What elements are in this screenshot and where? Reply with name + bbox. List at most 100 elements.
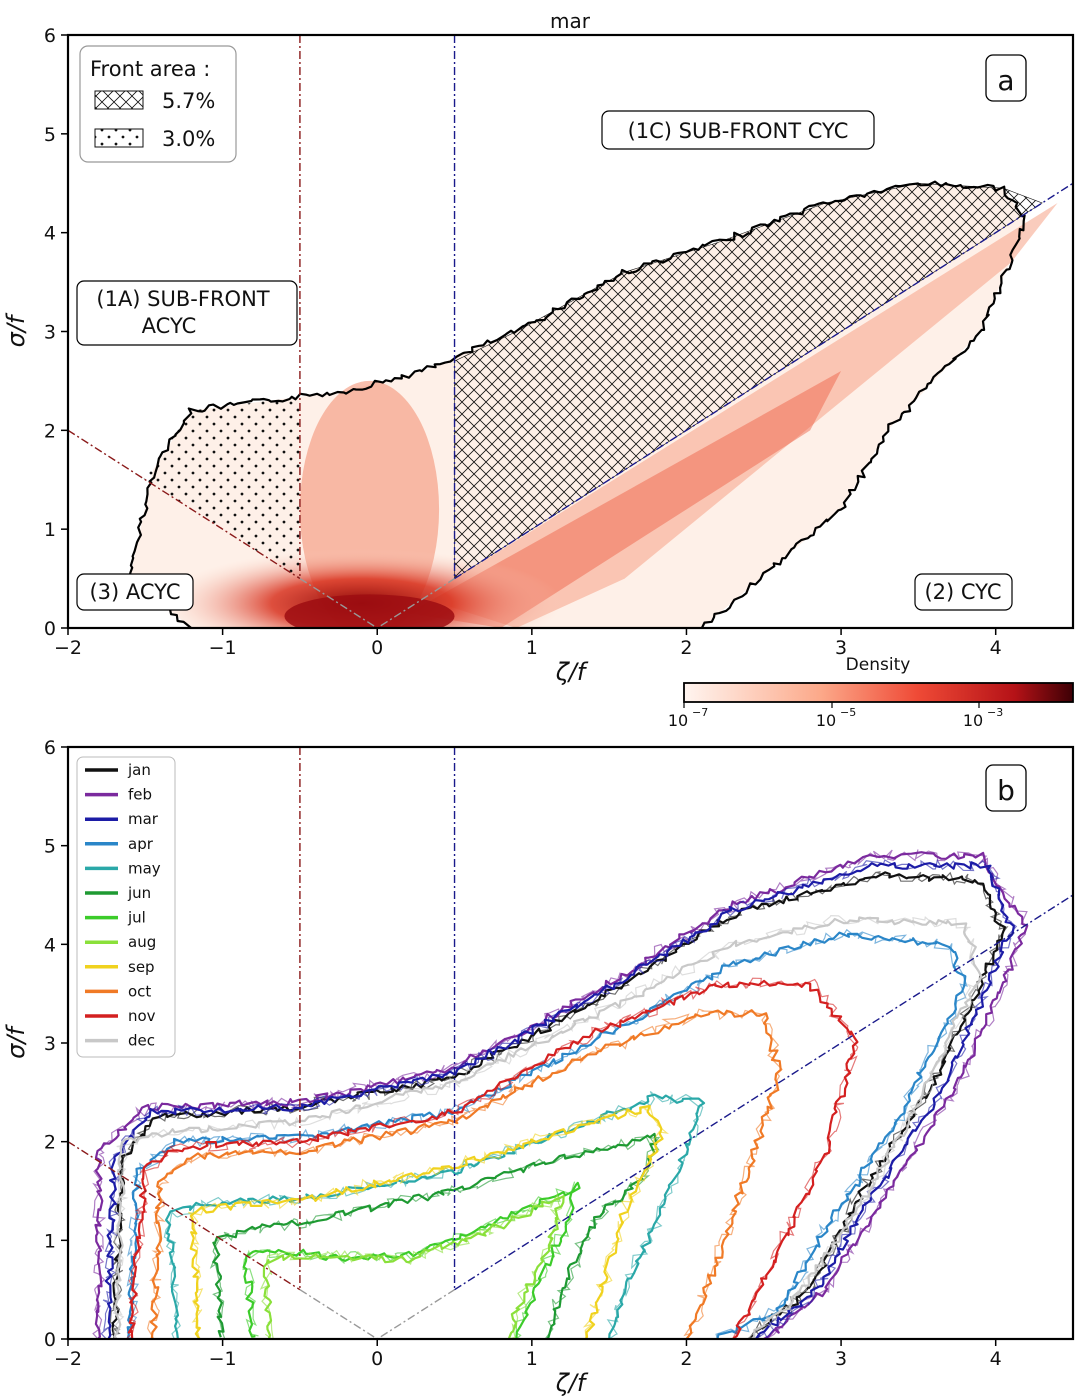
x-tick-label: −2 (54, 1348, 82, 1370)
y-tick-label: 5 (44, 836, 56, 858)
contour-oct-noise (146, 1008, 783, 1339)
x-tick-label: 3 (835, 1348, 847, 1370)
y-tick-label: 4 (44, 223, 56, 245)
density-contour-outline (126, 180, 1026, 628)
month-legend: jan feb mar apr may jun jul aug sep oct nov dec (76, 756, 176, 1058)
colorbar-gradient (683, 682, 1074, 703)
panel-a-reference-lines (68, 35, 1073, 628)
density-colorbar: Density 10 −7 10 −5 10 −3 (668, 655, 1074, 730)
y-tick-label: 0 (44, 618, 56, 640)
x-tick-label: 4 (990, 1348, 1002, 1370)
contour-jun-noise (209, 1136, 661, 1339)
front-area-legend: Front area : 5.7% 3.0% (79, 45, 237, 163)
x-tick-label: −1 (209, 1348, 237, 1370)
colorbar-label: Density (846, 655, 911, 675)
svg-text:ACYC: ACYC (142, 314, 197, 338)
panel-a-title: mar (550, 9, 591, 33)
svg-text:(3) ACYC: (3) ACYC (89, 580, 180, 604)
contour-mar (104, 861, 1015, 1339)
panel-a-x-axis-label: ζ/f (555, 658, 589, 686)
y-tick-label: 2 (44, 1132, 56, 1154)
x-tick-label: 1 (526, 637, 538, 659)
panel-a-label: a (997, 64, 1014, 97)
x-tick-label: 0 (371, 637, 383, 659)
panel-a: mar −2 −1 0 1 2 3 4 0 1 2 3 4 5 6 ζ/f σ/f Front area… (2, 9, 1075, 730)
panel-a-y-axis-label: σ/f (2, 312, 30, 347)
legend-label-may: may (128, 859, 161, 877)
legend-label-jun: jun (127, 884, 151, 902)
legend-label-feb: feb (128, 786, 152, 804)
reference-line (454, 894, 1073, 1291)
legend-crosshatch-label: 5.7% (162, 89, 215, 113)
legend-title: Front area : (90, 57, 210, 81)
y-tick-label: 0 (44, 1329, 56, 1351)
contour-dec (113, 916, 983, 1339)
y-tick-label: 1 (44, 519, 56, 541)
panel-b-label: b (997, 774, 1015, 807)
x-tick-label: 3 (835, 637, 847, 659)
y-tick-label: 1 (44, 1230, 56, 1252)
legend-label-apr: apr (128, 835, 154, 853)
panel-b-x-axis-label: ζ/f (555, 1369, 589, 1397)
legend-label-jan: jan (127, 761, 151, 779)
legend-label-oct: oct (128, 982, 151, 1000)
panel-a-label-box: a (985, 54, 1027, 102)
y-tick-label: 6 (44, 737, 56, 759)
contour-sep-noise (188, 1106, 670, 1339)
colorbar-tick-label: 10 (963, 711, 983, 730)
density-diagonal-core (408, 371, 842, 628)
reference-line (68, 429, 301, 580)
colorbar-tick-exponent: −7 (692, 706, 708, 719)
colorbar-ticks: 10 −7 10 −5 10 −3 (668, 702, 1003, 730)
legend-label-nov: nov (128, 1007, 156, 1025)
legend-label-mar: mar (128, 810, 159, 828)
svg-text:(2) CYC: (2) CYC (924, 580, 1001, 604)
colorbar-tick-exponent: −3 (987, 706, 1003, 719)
contour-jul-noise (242, 1181, 576, 1339)
panel-b-plot-area (68, 747, 1073, 1339)
x-tick-label: 2 (680, 1348, 692, 1370)
colorbar-tick-label: 10 (668, 711, 688, 730)
panel-b-y-ticks: 0 1 2 3 4 5 6 (44, 737, 68, 1351)
monthly-contours (92, 849, 1029, 1339)
annotation-cyc: (2) CYC (914, 573, 1013, 611)
contour-may (165, 1093, 706, 1339)
contour-mar-noise (100, 858, 1018, 1339)
y-tick-label: 5 (44, 124, 56, 146)
panel-a-x-ticks: −2 −1 0 1 2 3 4 (54, 628, 1002, 659)
legend-label-dec: dec (128, 1032, 155, 1050)
legend-label-sep: sep (128, 958, 155, 976)
legend-dots-swatch (94, 128, 144, 148)
y-tick-label: 3 (44, 322, 56, 344)
y-tick-label: 6 (44, 25, 56, 47)
contour-jun (212, 1132, 658, 1339)
svg-text:(1C) SUB-FRONT CYC: (1C) SUB-FRONT CYC (628, 119, 849, 143)
legend-crosshatch-swatch (94, 90, 144, 110)
panel-b-reference-lines (68, 747, 1073, 1339)
legend-label-aug: aug (128, 933, 156, 951)
density-diagonal-band (423, 203, 1058, 628)
contour-may-noise (163, 1091, 704, 1339)
reference-line (68, 1141, 301, 1291)
y-tick-label: 2 (44, 420, 56, 442)
x-tick-label: −2 (54, 637, 82, 659)
contour-feb-noise (92, 849, 1028, 1339)
reference-line (299, 1289, 455, 1339)
front-area-dotted-region (137, 395, 300, 579)
contour-nov (127, 979, 859, 1339)
colorbar-tick-exponent: −5 (840, 706, 856, 719)
panel-b-y-axis-label: σ/f (2, 1024, 30, 1059)
legend-label-jul: jul (127, 909, 146, 927)
y-tick-label: 4 (44, 934, 56, 956)
annotation-sub-front-cyc: (1C) SUB-FRONT CYC (601, 110, 875, 150)
x-tick-label: −1 (209, 637, 237, 659)
panel-b-x-ticks: −2 −1 0 1 2 3 4 (54, 1339, 1002, 1370)
contour-feb (94, 851, 1029, 1339)
reference-line (454, 182, 1073, 580)
contour-dec-noise (112, 914, 983, 1339)
annotation-sub-front-acyc: (1A) SUB-FRONT ACYC (76, 280, 298, 346)
contour-aug (262, 1195, 565, 1339)
contour-nov-noise (125, 977, 859, 1339)
panel-b-label-box: b (985, 764, 1027, 812)
